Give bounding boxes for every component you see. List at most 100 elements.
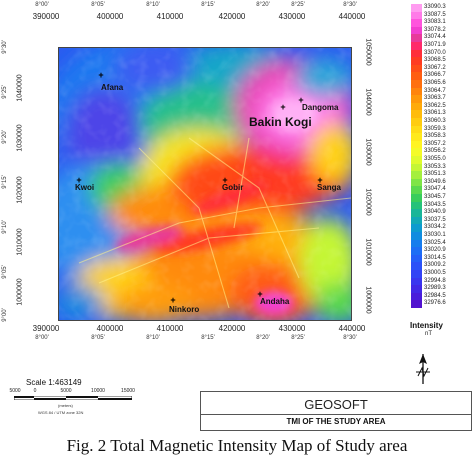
- legend-row: 33037.5: [409, 216, 465, 225]
- left-tick-label: 1000000: [16, 278, 24, 306]
- place-marker-icon: +: [280, 102, 286, 112]
- bottom-tick-label: 410000: [156, 324, 184, 333]
- legend-value-label: 32976.6: [424, 300, 446, 307]
- place-marker-icon: +: [170, 295, 176, 305]
- legend-swatch: [411, 34, 422, 42]
- scale-unit: (meters): [58, 403, 73, 408]
- top-degree-label: 8°15': [201, 2, 215, 8]
- legend-swatch: [411, 80, 422, 88]
- legend-value-label: 33045.7: [424, 194, 446, 200]
- place-marker-icon: +: [98, 70, 104, 80]
- legend-row: 32989.3: [409, 285, 465, 293]
- place-label-sanga: Sanga: [317, 183, 342, 192]
- right-tick-label: 1030000: [364, 138, 372, 166]
- legend-swatch: [411, 110, 422, 118]
- bottom-tick-label: 430000: [278, 324, 306, 333]
- top-degree-label: 8°00': [35, 2, 49, 8]
- legend-swatch: [411, 156, 422, 164]
- legend-swatch: [411, 178, 422, 187]
- left-tick-label: 1040000: [16, 74, 24, 102]
- legend-row: 32976.6: [409, 300, 465, 308]
- legend-row: 33045.7: [409, 194, 465, 202]
- scale-title: Scale 1:463149: [26, 378, 82, 387]
- legend-row: 33087.5: [409, 11, 465, 20]
- legend-swatch: [411, 254, 422, 263]
- legend-row: 33062.5: [409, 102, 465, 111]
- legend-value-label: 33068.5: [424, 57, 446, 64]
- legend-swatch: [411, 19, 422, 27]
- legend-swatch: [411, 186, 422, 194]
- legend-value-label: 32984.5: [424, 292, 446, 299]
- bottom-degree-label: 8°05': [91, 335, 105, 341]
- legend-row: 33034.2: [409, 224, 465, 232]
- bottom-tick-label: 440000: [338, 324, 366, 333]
- scale-label: 5000: [60, 388, 72, 394]
- legend-swatch: [411, 163, 422, 172]
- legend-value-label: 33043.5: [424, 201, 446, 208]
- legend-value-label: 33051.3: [424, 171, 446, 178]
- legend-swatch: [411, 57, 422, 65]
- legend-row: 33000.5: [409, 270, 465, 278]
- place-label-gobir: Gobir: [222, 183, 244, 192]
- legend-row: 33074.4: [409, 34, 465, 42]
- top-degree-label: 8°30': [343, 2, 357, 8]
- bottom-degree-label: 8°30': [343, 335, 357, 341]
- north-arrow-icon: [416, 354, 430, 384]
- legend-swatch: [411, 102, 422, 111]
- legend-value-label: 32994.8: [424, 277, 446, 284]
- top-tick-label: 390000: [32, 12, 60, 21]
- top-degree-label: 8°25': [291, 2, 305, 8]
- bottom-degree-label: 8°20': [256, 335, 270, 341]
- left-degree-label: 9°20': [2, 130, 8, 144]
- scale-label: 10000: [91, 388, 105, 394]
- legend-swatch: [411, 270, 422, 278]
- place-marker-icon: +: [222, 175, 228, 185]
- legend-unit-sublabel: nT: [425, 331, 433, 337]
- legend-row: 33061.3: [409, 110, 465, 118]
- legend-row: 33058.3: [409, 133, 465, 141]
- legend-swatch: [411, 292, 422, 301]
- legend-swatch: [411, 148, 422, 156]
- legend-row: 33055.0: [409, 156, 465, 164]
- legend-swatch: [411, 224, 422, 232]
- top-tick-label: 420000: [218, 12, 246, 21]
- legend-row: 33071.9: [409, 42, 465, 50]
- legend-value-label: 33056.2: [424, 148, 446, 155]
- legend-value-label: 33070.0: [424, 49, 446, 56]
- legend-value-label: 33049.6: [424, 178, 446, 185]
- top-tick-label: 410000: [156, 12, 184, 21]
- title-block-title: TMI OF THE STUDY AREA: [286, 417, 386, 426]
- legend-value-label: 33025.4: [424, 239, 446, 246]
- legend-value-label: 33014.5: [424, 254, 446, 261]
- figure-caption: Fig. 2 Total Magnetic Intensity Map of S…: [66, 436, 408, 455]
- legend-row: 33090.3: [409, 4, 465, 12]
- scale-bar: [14, 396, 132, 400]
- legend-value-label: 33009.2: [424, 262, 446, 269]
- legend-value-label: 33074.4: [424, 34, 446, 41]
- legend-row: 33043.5: [409, 201, 465, 210]
- top-tick-label: 440000: [338, 12, 366, 21]
- legend-swatch: [411, 209, 422, 217]
- right-tick-label: 1010000: [364, 238, 372, 266]
- legend-row: 33056.2: [409, 148, 465, 156]
- legend-value-label: 33059.3: [424, 125, 446, 132]
- place-marker-icon: +: [76, 175, 82, 185]
- legend-value-label: 33066.7: [424, 72, 446, 79]
- right-tick-label: 1040000: [364, 88, 372, 116]
- legend-row: 33063.7: [409, 95, 465, 103]
- legend-value-label: 33063.7: [424, 95, 446, 102]
- left-degree-label: 9°30': [2, 40, 8, 54]
- legend-value-label: 33061.3: [424, 110, 446, 117]
- place-label-andaha: Andaha: [260, 297, 290, 306]
- bottom-tick-label: 390000: [32, 324, 60, 333]
- legend-row: 33066.7: [409, 72, 465, 80]
- legend-row: 33051.3: [409, 171, 465, 179]
- legend-row: 33064.7: [409, 87, 465, 96]
- left-degree-label: 9°05': [2, 265, 8, 279]
- left-tick-label: 1020000: [16, 176, 24, 204]
- legend-swatch: [411, 42, 422, 50]
- legend-row: 33083.1: [409, 19, 465, 27]
- place-label-ninkoro: Ninkoro: [169, 305, 200, 314]
- legend-row: 33053.3: [409, 163, 465, 172]
